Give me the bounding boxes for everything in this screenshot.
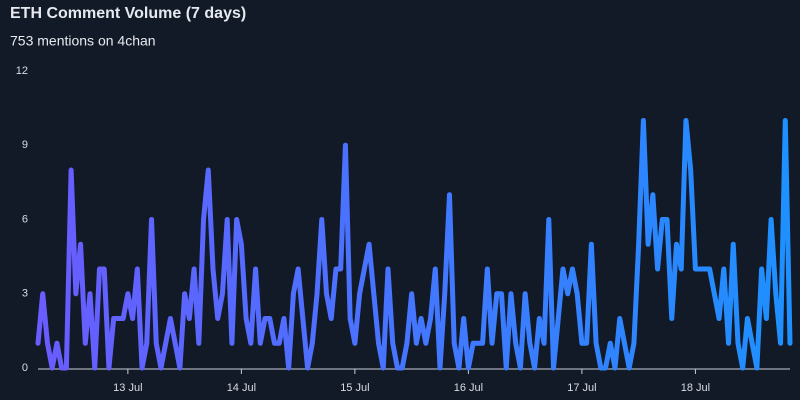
data-line	[35, 118, 793, 371]
x-tick-label: 15 Jul	[340, 382, 369, 394]
x-tick-label: 13 Jul	[113, 382, 142, 394]
y-tick-label: 6	[22, 213, 28, 225]
chart-subtitle: 753 mentions on 4chan	[10, 33, 156, 49]
y-tick-label: 3	[22, 288, 28, 300]
y-tick-label: 12	[16, 65, 28, 77]
y-tick-label: 9	[22, 139, 28, 151]
x-tick-label: 18 Jul	[681, 382, 710, 394]
x-tick-label: 16 Jul	[454, 382, 483, 394]
x-tick-label: 14 Jul	[227, 382, 256, 394]
chart-title: ETH Comment Volume (7 days)	[10, 5, 246, 22]
x-tick-label: 17 Jul	[567, 382, 596, 394]
y-tick-label: 0	[22, 362, 28, 374]
